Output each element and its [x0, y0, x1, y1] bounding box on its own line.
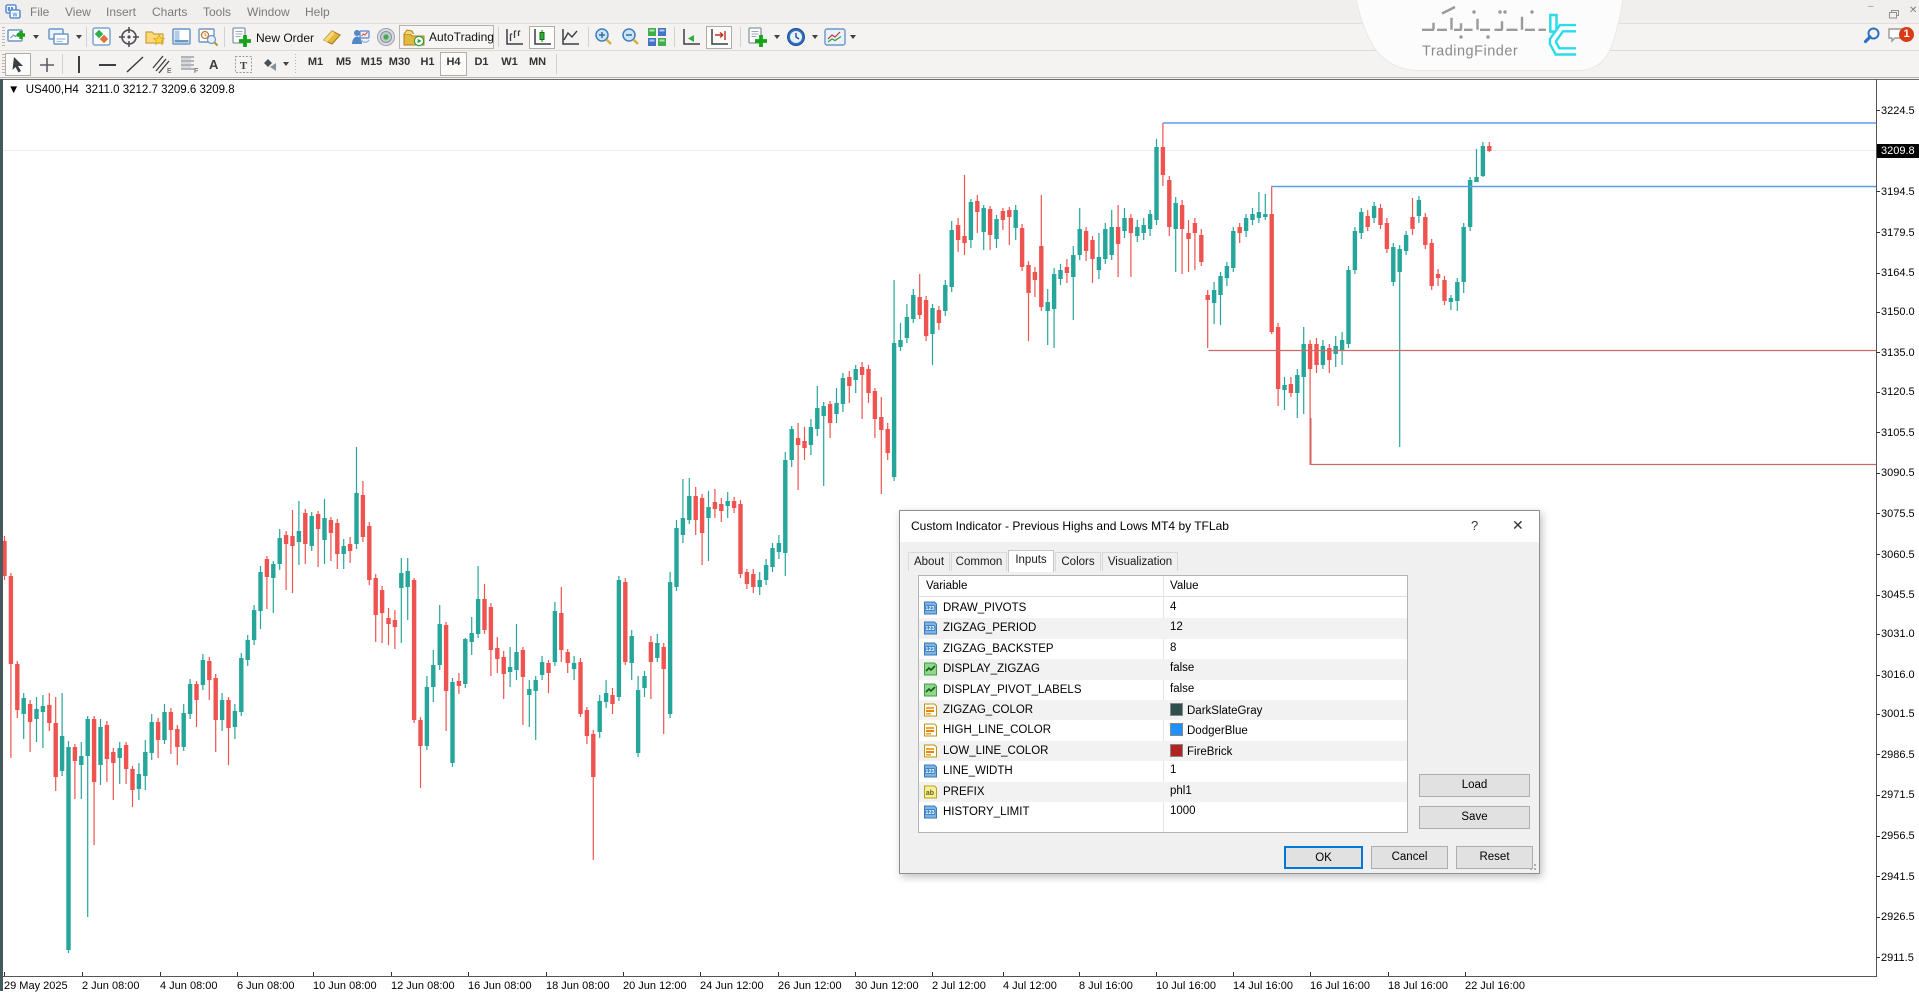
svg-text:E: E — [167, 68, 172, 74]
svg-text:ab: ab — [926, 790, 934, 797]
svg-text:123: 123 — [925, 647, 934, 653]
svg-text:W: W — [12, 13, 18, 19]
svg-text:123: 123 — [925, 626, 934, 632]
svg-text:123: 123 — [925, 769, 934, 775]
svg-text:T: T — [240, 60, 248, 72]
svg-text:123: 123 — [925, 606, 934, 612]
svg-text:TradingFinder: TradingFinder — [1422, 44, 1518, 60]
svg-text:123: 123 — [925, 810, 934, 816]
svg-text:F: F — [194, 68, 198, 74]
